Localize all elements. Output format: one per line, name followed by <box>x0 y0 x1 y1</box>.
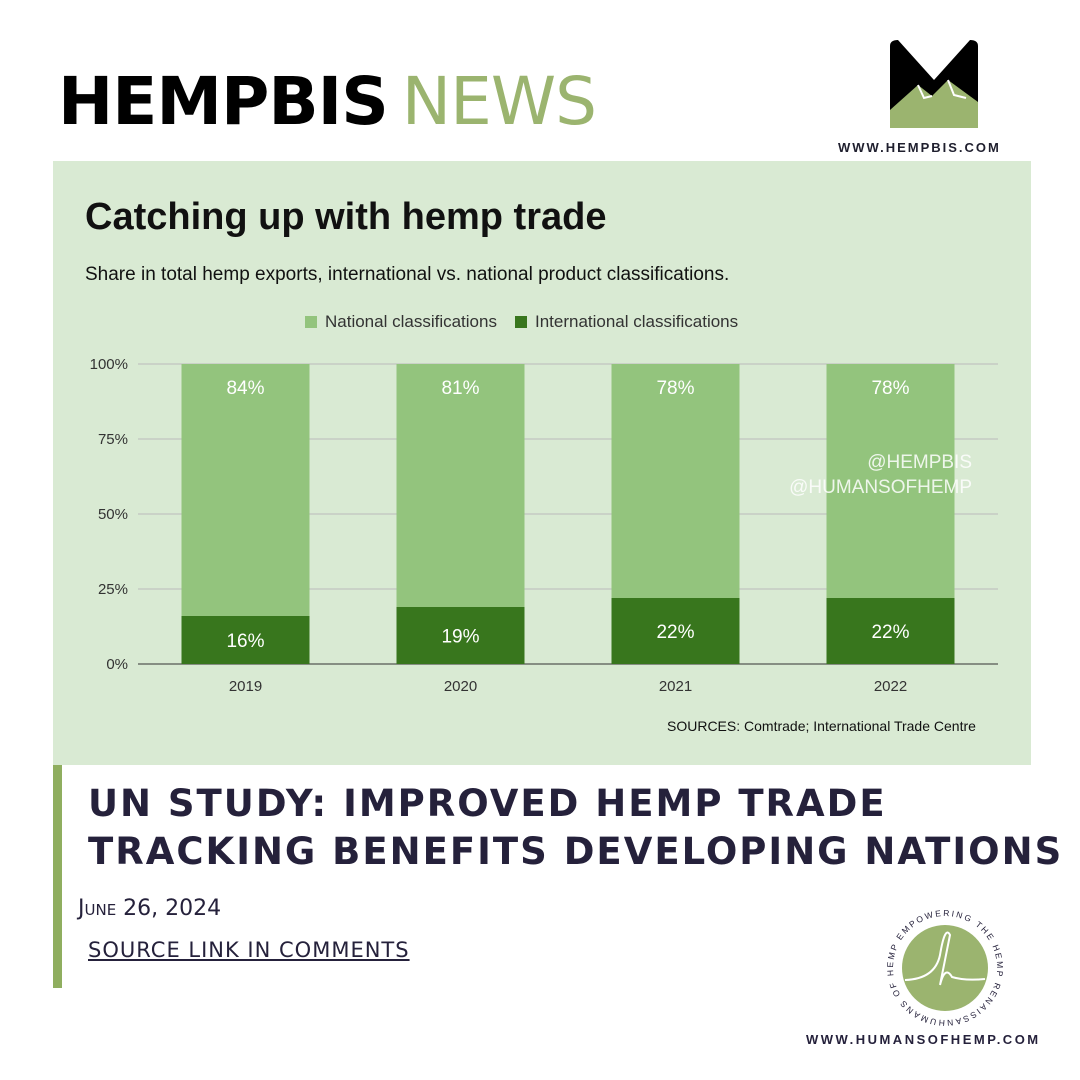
chart-subtitle: Share in total hemp exports, internation… <box>85 264 730 285</box>
y-tick-label: 100% <box>90 356 128 373</box>
humansofhemp-website: WWW.HUMANSOFHEMP.COM <box>806 1032 1041 1047</box>
data-label: 16% <box>226 631 264 652</box>
brand-accent: NEWS <box>401 63 597 140</box>
data-label: 78% <box>871 378 909 399</box>
bar-national <box>826 364 955 598</box>
hempbis-mountain-logo-icon <box>890 40 978 128</box>
bar-national <box>611 364 740 598</box>
x-tick-label: 2021 <box>659 678 692 695</box>
watermark-hempbis: @HEMPBIS <box>867 452 972 473</box>
humans-of-hemp-logo-icon: HUMANS OF HEMP EMPOWERING THE HEMP RENAI… <box>870 905 1003 1028</box>
source-link[interactable]: SOURCE LINK IN COMMENTS <box>88 938 410 962</box>
data-label: 22% <box>871 622 909 643</box>
bar-international <box>611 598 740 664</box>
bar-national <box>181 364 310 616</box>
accent-bar <box>53 765 62 988</box>
watermark-humansofhemp: @HUMANSOFHEMP <box>789 477 972 498</box>
chart-source: SOURCES: Comtrade; International Trade C… <box>667 718 976 734</box>
brand-main: HEMPBIS <box>58 63 389 140</box>
brand-logo: HEMPBIS NEWS <box>58 62 597 142</box>
x-tick-label: 2020 <box>444 678 477 695</box>
x-tick-label: 2022 <box>874 678 907 695</box>
y-tick-label: 75% <box>98 431 128 448</box>
data-label: 19% <box>441 627 479 648</box>
stacked-bar-chart: 0% 25% 50% 75% 100% 16% 84% 2019 19% 81% 2020 22% 78… <box>90 356 998 695</box>
chart-legend: National classifications International c… <box>305 312 738 332</box>
bar-international <box>181 616 310 664</box>
legend-label-national: National classifications <box>325 312 497 331</box>
legend-swatch-international <box>514 316 527 328</box>
headline-line-2: TRACKING BENEFITS DEVELOPING NATIONS <box>88 830 1064 873</box>
legend-label-international: International classifications <box>534 312 739 331</box>
data-label: 22% <box>656 622 694 643</box>
bar-international <box>396 607 525 664</box>
data-label: 84% <box>226 378 264 399</box>
y-tick-label: 0% <box>106 656 128 673</box>
hempbis-website: WWW.HEMPBIS.COM <box>838 140 1001 155</box>
y-tick-label: 25% <box>98 581 128 598</box>
headline-line-1: UN STUDY: IMPROVED HEMP TRADE <box>88 782 887 825</box>
y-tick-label: 50% <box>98 506 128 523</box>
headline: UN STUDY: IMPROVED HEMP TRADE TRACKING BE… <box>88 780 1063 876</box>
bar-international <box>826 598 955 664</box>
x-tick-label: 2019 <box>229 678 262 695</box>
chart-title: Catching up with hemp trade <box>85 196 607 238</box>
data-label: 78% <box>656 378 694 399</box>
bar-national <box>396 364 525 607</box>
data-label: 81% <box>441 378 479 399</box>
legend-swatch-national <box>305 316 317 328</box>
article-date: June 26, 2024 <box>78 896 222 921</box>
